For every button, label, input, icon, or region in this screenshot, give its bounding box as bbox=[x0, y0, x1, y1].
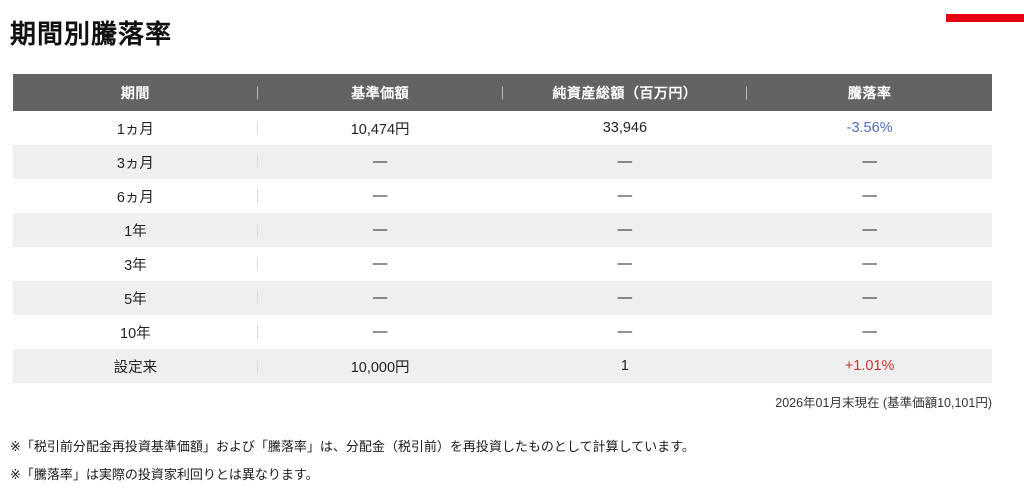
period-cell: 1年 bbox=[13, 213, 258, 247]
footnotes: ※「税引前分配金再投資基準価額」および「騰落率」は、分配金（税引前）を再投資した… bbox=[10, 436, 1024, 483]
table-row: 3年 — — — bbox=[13, 247, 992, 281]
column-header-nav: 基準価額 bbox=[257, 74, 503, 111]
change-cell: — bbox=[862, 324, 877, 340]
change-cell: — bbox=[862, 256, 877, 272]
table-row: 10年 — — — bbox=[13, 315, 992, 349]
table-header-row: 期間 基準価額 純資産総額（百万円） 騰落率 bbox=[13, 74, 992, 111]
column-header-change: 騰落率 bbox=[747, 74, 992, 111]
change-cell: +1.01% bbox=[844, 358, 895, 374]
period-cell: 5年 bbox=[13, 281, 258, 315]
net-assets-cell: 33,946 bbox=[602, 120, 648, 136]
change-cell: -3.56% bbox=[846, 120, 893, 136]
page-title: 期間別騰落率 bbox=[10, 19, 173, 49]
net-assets-cell: — bbox=[617, 290, 633, 306]
change-cell: — bbox=[862, 290, 877, 306]
net-assets-cell: — bbox=[617, 188, 633, 204]
table-row: 6ヵ月 — — — bbox=[13, 179, 992, 213]
change-cell: — bbox=[862, 154, 877, 170]
nav-cell: — bbox=[372, 154, 388, 170]
net-assets-cell: — bbox=[617, 154, 633, 170]
footnote: ※「騰落率」は実際の投資家利回りとは異なります。 bbox=[10, 467, 319, 482]
net-assets-cell: — bbox=[617, 324, 633, 340]
nav-cell: — bbox=[372, 222, 388, 238]
net-assets-cell: — bbox=[617, 256, 633, 272]
table-row: 1ヵ月 10,474円 33,946 -3.56% bbox=[13, 111, 992, 145]
nav-cell: — bbox=[372, 188, 388, 204]
period-cell: 3年 bbox=[13, 247, 258, 281]
table-row: 1年 — — — bbox=[13, 213, 992, 247]
nav-cell: 10,474円 bbox=[350, 121, 410, 138]
net-assets-cell: 1 bbox=[620, 358, 629, 374]
column-header-net-assets: 純資産総額（百万円） bbox=[502, 74, 748, 111]
period-cell: 設定来 bbox=[13, 349, 258, 383]
period-cell: 10年 bbox=[13, 315, 258, 349]
change-cell: — bbox=[862, 188, 877, 204]
table-row: 設定来 10,000円 1 +1.01% bbox=[13, 349, 992, 383]
nav-cell: — bbox=[372, 290, 388, 306]
period-cell: 6ヵ月 bbox=[13, 179, 258, 213]
period-cell: 1ヵ月 bbox=[13, 111, 258, 145]
change-cell: — bbox=[862, 222, 877, 238]
table-row: 5年 — — — bbox=[13, 281, 992, 315]
performance-table: 期間 基準価額 純資産総額（百万円） 騰落率 1ヵ月 10,474円 33,94… bbox=[13, 74, 992, 383]
net-assets-cell: — bbox=[617, 222, 633, 238]
top-right-accent-bar bbox=[946, 14, 1024, 22]
column-header-period: 期間 bbox=[13, 74, 258, 111]
as-of-date: 2026年01月末現在 (基準価額10,101円) bbox=[775, 396, 992, 410]
nav-cell: 10,000円 bbox=[350, 359, 410, 376]
table-row: 3ヵ月 — — — bbox=[13, 145, 992, 179]
nav-cell: — bbox=[372, 324, 388, 340]
nav-cell: — bbox=[372, 256, 388, 272]
footnote: ※「税引前分配金再投資基準価額」および「騰落率」は、分配金（税引前）を再投資した… bbox=[10, 439, 695, 454]
period-cell: 3ヵ月 bbox=[13, 145, 258, 179]
